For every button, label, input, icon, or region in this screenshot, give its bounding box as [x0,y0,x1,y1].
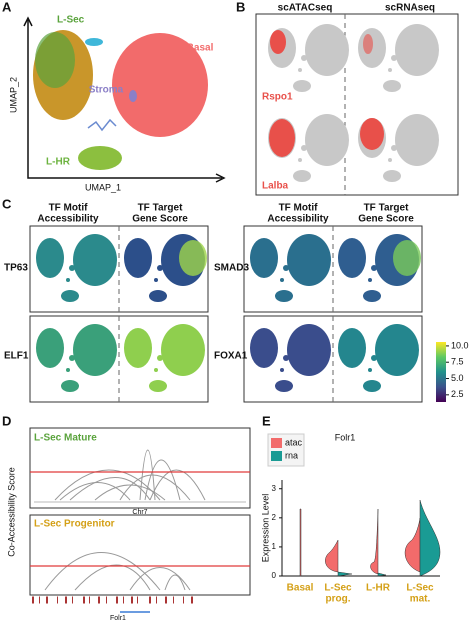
loops [44,449,206,591]
y-tick-label: 1 [272,542,277,551]
cluster-blob [112,33,208,137]
violin [377,572,387,577]
column-header: TF Motif [49,203,89,214]
umap-overlay [393,240,421,276]
column-header: Accessibility [37,214,99,225]
expression [360,118,384,150]
axis-arrows [23,16,226,183]
track-title: L-Sec Progenitor [34,519,115,530]
gene-label: FOXA1 [214,351,248,362]
column-header: Gene Score [132,214,188,225]
axis-label: Co-Accessibility Score [6,467,16,557]
panel-a: A UMAP_2 UMAP_1 L-Sec Basal Stroma L-HR [2,0,226,192]
panel-label: D [2,413,11,428]
umap [36,324,117,392]
y-tick-label: 3 [272,484,277,493]
umap [250,324,331,392]
legend-label: atac [285,437,303,447]
track-frame [29,514,251,596]
violin [404,517,421,573]
violin [370,508,379,575]
umap [36,234,117,302]
umap [338,324,419,392]
column-header: TF Target [364,203,409,214]
cluster-blob [85,38,103,46]
cluster-label: Basal [187,43,214,54]
x-tick-label: L-HR [366,583,391,594]
cluster-blob [35,32,75,88]
gene-label: SMAD3 [214,263,249,274]
x-tick-label: L-Sec [324,583,352,594]
chromosome-label: Chr7 [132,509,147,516]
panel-d: D Co-Accessibility Score L-Sec Mature L-… [2,413,251,622]
cluster-blob [129,90,137,102]
gene-label: Rspo1 [262,92,293,103]
expression [363,34,373,54]
x-tick-label: L-Sec [406,583,434,594]
axis-label: UMAP_1 [85,182,121,192]
column-header: Accessibility [267,214,329,225]
expression [269,119,295,157]
panel-c: C TF Motif Accessibility TF Target Gene … [2,196,446,403]
legend-swatch [271,438,282,448]
expression [270,30,286,54]
violin [325,539,339,573]
violin [419,499,441,577]
umap [358,24,439,92]
umap-overlay [179,240,207,276]
gene-label: TP63 [4,263,28,274]
axes [27,20,222,179]
y-tick-label: 2 [272,513,277,522]
panel-frame [255,13,459,196]
column-header: TF Motif [279,203,319,214]
tick-label: 2.5 [451,389,464,399]
column-header: scRNAseq [385,3,435,14]
cluster-label: L-Sec [57,15,85,26]
plot-title: Folr1 [335,432,356,442]
tick-label: 7.5 [451,357,464,367]
y-tick-label: 0 [272,571,277,580]
axis-label: UMAP_2 [8,77,18,113]
column-header: Gene Score [358,214,414,225]
colorbar [436,342,446,402]
panel-label: C [2,196,12,211]
x-tick-label: mat. [410,594,431,605]
x-tick-label: prog. [326,594,351,605]
violin [337,571,353,577]
track-frame [29,427,251,509]
violin [299,508,302,577]
gene-label: ELF1 [4,351,29,362]
cluster-label: Stroma [89,85,124,96]
column-header: scATACseq [278,3,333,14]
track-title: L-Sec Mature [34,433,97,444]
gene-label: Lalba [262,181,289,192]
panel-label: A [2,0,12,14]
panel-b: B scATACseq scRNAseq Rspo1 Lalba [236,0,459,196]
cluster-label: L-HR [46,157,71,168]
panel-label: B [236,0,245,14]
tick-label: 5.0 [451,373,464,383]
legend-label: rna [285,450,298,460]
axis-label: Expression Level [260,494,270,563]
tick-label: 10.0 [451,340,469,350]
legend-swatch [271,451,282,461]
panel-e: E Folr1 Expression Level [260,413,441,577]
x-tick-label: Basal [287,583,314,594]
panel-label: E [262,413,271,428]
gene-label: Folr1 [110,615,126,622]
umap [124,324,205,392]
cluster-blob [87,118,117,132]
umap [250,234,331,302]
cluster-blob [78,146,122,170]
column-header: TF Target [138,203,183,214]
